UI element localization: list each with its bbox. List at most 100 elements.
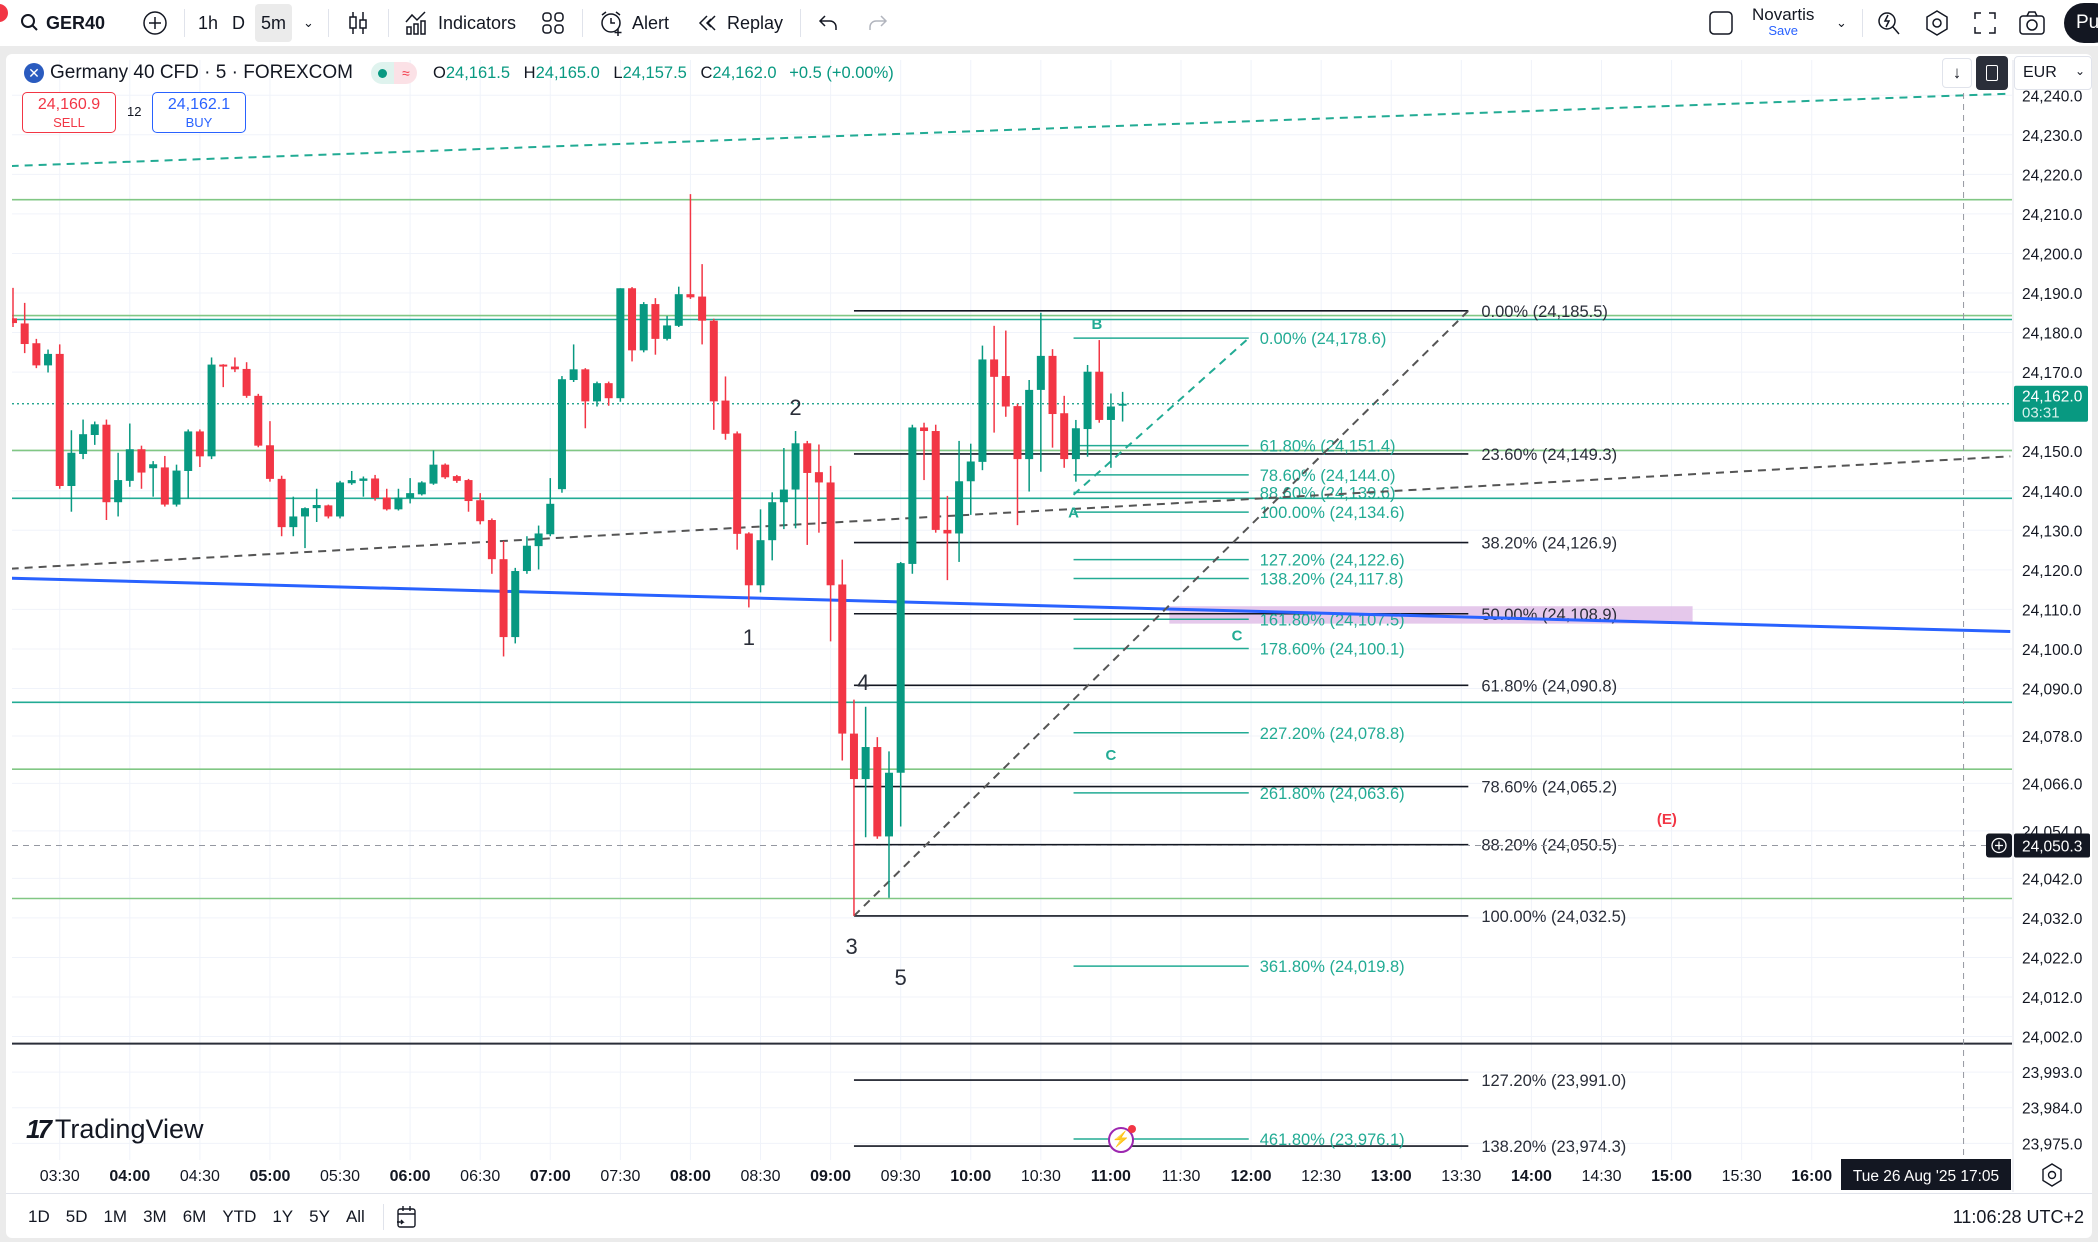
candle (779, 448, 788, 530)
candle (265, 421, 274, 482)
layout-save-link[interactable]: Save (1768, 23, 1798, 38)
add-alert-plus-button[interactable] (1986, 833, 2012, 858)
price-tick-label: 24,200.0 (2022, 246, 2083, 263)
range-all[interactable]: All (345, 1207, 365, 1226)
alert-button[interactable]: Alert (598, 0, 669, 46)
candle-body (301, 508, 309, 517)
redo-button[interactable] (866, 0, 888, 46)
candle (1095, 340, 1104, 423)
candle (12, 287, 17, 328)
time-tick-label: 07:00 (530, 1168, 571, 1185)
fib-extension-label: 0.00% (24,178.6) (1260, 330, 1387, 348)
replay-button[interactable]: Replay (697, 0, 783, 46)
fullscreen-button[interactable] (1973, 0, 1997, 46)
market-status-pill[interactable]: ≈ (371, 62, 417, 84)
interval-dropdown-chevron-icon[interactable]: ⌄ (303, 15, 314, 30)
fib-level-label: 138.20% (23,974.3) (1481, 1138, 1626, 1156)
layout-chevron-down-icon[interactable]: ⌄ (1836, 15, 1847, 30)
undo-button[interactable] (818, 0, 840, 46)
candle-body (195, 431, 204, 457)
time-tick-label: 14:00 (1511, 1168, 1552, 1185)
candle-body (943, 529, 952, 534)
candle (172, 464, 181, 507)
symbol-search-button[interactable]: GER40 (20, 0, 105, 46)
low-label: L (613, 63, 623, 82)
candle (978, 345, 987, 471)
time-tick-label: 10:00 (950, 1168, 991, 1185)
publish-button[interactable]: Pu (2064, 3, 2098, 43)
fullscreen-icon (1974, 12, 1996, 34)
time-tick-label: 13:30 (1441, 1168, 1481, 1185)
interval-1h[interactable]: 1h (198, 12, 219, 33)
candle-body (1083, 371, 1092, 430)
range-1y[interactable]: 1Y (272, 1207, 294, 1226)
candle (663, 315, 672, 341)
layouts-button[interactable] (541, 0, 565, 46)
candle-body (125, 449, 134, 481)
candle (814, 444, 823, 533)
compare-symbol-button[interactable] (142, 0, 168, 46)
currency-select[interactable]: EUR ⌄ (2014, 56, 2092, 90)
go-to-date-calendar-icon[interactable] (394, 1204, 420, 1230)
candle-body (67, 452, 76, 487)
clock-timezone[interactable]: 11:06:28 UTC+2 (1952, 1206, 2084, 1227)
event-marker[interactable]: ⚡ (1108, 1125, 1136, 1153)
auto-scale-button[interactable] (1976, 56, 2008, 90)
interval-d[interactable]: D (232, 12, 245, 33)
high-value: 24,165.0 (535, 63, 600, 82)
indicators-label: Indicators (438, 12, 517, 33)
range-6m[interactable]: 6M (182, 1207, 207, 1226)
user-avatar[interactable] (0, 4, 8, 22)
range-1d[interactable]: 1D (28, 1207, 50, 1226)
divider (382, 1204, 384, 1230)
tv-logo-mark-icon: 17 (26, 1114, 52, 1144)
price-tick-label: 24,180.0 (2022, 326, 2083, 343)
top-toolbar: GER40 1h D 5m ⌄ Indicators Alert Replay … (0, 0, 2098, 46)
scroll-to-latest-button[interactable]: ↓ (1942, 58, 1972, 88)
time-tick-label: 08:00 (670, 1168, 711, 1185)
interval-5m[interactable]: 5m (255, 4, 293, 42)
candle-body (79, 434, 88, 454)
axis-settings-button[interactable] (2040, 1162, 2066, 1188)
watermark-text: TradingView (54, 1114, 204, 1144)
settings-button[interactable] (1924, 0, 1950, 46)
wave-label: 5 (895, 965, 907, 990)
buy-button[interactable]: 24,162.1 BUY (152, 92, 246, 133)
chart-type-button[interactable] (346, 0, 370, 46)
bottom-toolbar: 1D 5D 1M 3M 6M YTD 1Y 5Y All 11:06:28 UTC+2 (6, 1197, 2092, 1237)
candle-body (955, 481, 964, 534)
quick-search-button[interactable] (1876, 0, 1902, 46)
symbol-title[interactable]: Germany 40 CFD · 5 · FOREXCOM (50, 62, 353, 83)
candle-body (569, 369, 578, 381)
candle (1036, 312, 1045, 472)
candle (499, 540, 508, 657)
currency-value: EUR (2023, 64, 2057, 81)
layout-name-button[interactable]: Novartis Save (1752, 0, 1814, 46)
candle (336, 480, 345, 519)
fib-level-label: 88.20% (24,050.5) (1481, 837, 1617, 855)
range-5d[interactable]: 5D (65, 1207, 88, 1226)
wave-label: 2 (789, 395, 801, 420)
dashed-trend-line (12, 92, 2011, 167)
range-ytd[interactable]: YTD (222, 1207, 257, 1226)
sell-button[interactable]: 24,160.9 SELL (22, 92, 116, 133)
indicators-button[interactable]: Indicators (404, 0, 516, 46)
buy-label: BUY (185, 115, 213, 130)
candle-body (803, 443, 812, 473)
layout-checkbox[interactable] (1708, 0, 1734, 46)
range-1m[interactable]: 1M (103, 1207, 128, 1226)
range-5y[interactable]: 5Y (309, 1207, 330, 1226)
candle-body (546, 503, 555, 535)
snapshot-button[interactable] (2018, 0, 2046, 46)
candle-body (920, 427, 929, 432)
close-label: C (700, 63, 713, 82)
fib-level-label: 38.20% (24,126.9) (1481, 535, 1617, 553)
candle-body (826, 482, 835, 586)
candle (382, 488, 391, 511)
candle (1013, 403, 1022, 526)
lightning-icon: ⚡ (1111, 1131, 1131, 1148)
price-tick-label: 24,210.0 (2022, 207, 2083, 224)
range-3m[interactable]: 3M (143, 1207, 167, 1226)
candle-body (102, 424, 111, 503)
